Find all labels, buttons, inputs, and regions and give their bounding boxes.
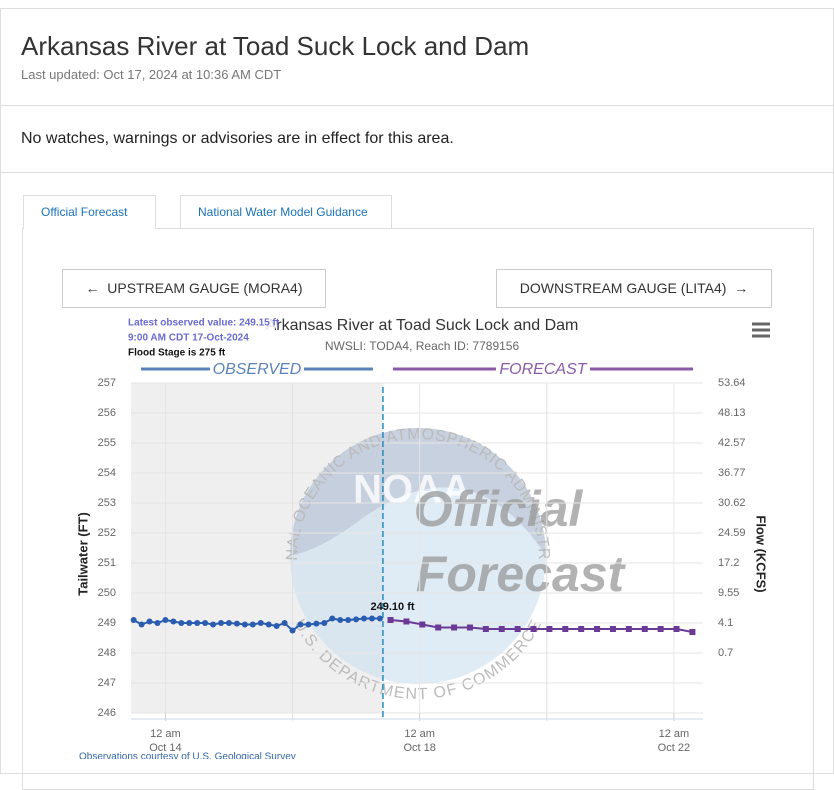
button-label: UPSTREAM GAUGE (MORA4) [107, 280, 303, 296]
alert-box: No watches, warnings or advisories are i… [0, 105, 834, 173]
tab[interactable]: Official Forecast [23, 195, 156, 229]
tab[interactable]: National Water Model Guidance [180, 195, 392, 228]
alert: No watches, warnings or advisories are i… [21, 130, 454, 147]
button-label: DOWNSTREAM GAUGE (LITA4) [519, 280, 727, 296]
downstream-button[interactable]: DOWNSTREAM GAUGE (LITA4) → [496, 269, 772, 308]
updated: Last updated: Oct 17, 2024 at 10:36 AM C… [21, 67, 282, 82]
upstream-button[interactable]: ← UPSTREAM GAUGE (MORA4) [62, 269, 326, 308]
header: Arkansas River at Toad Suck Lock and Dam… [0, 8, 834, 106]
tab-panel [22, 228, 814, 790]
title: Arkansas River at Toad Suck Lock and Dam [21, 31, 530, 61]
